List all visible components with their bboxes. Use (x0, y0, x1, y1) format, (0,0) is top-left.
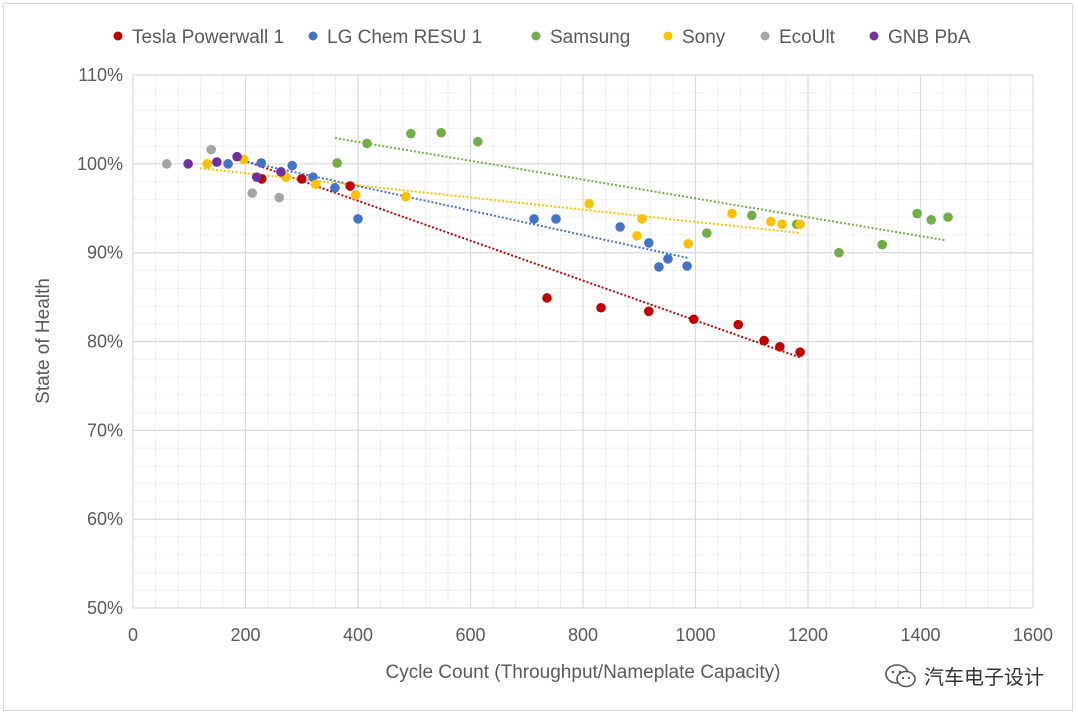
data-point (251, 172, 262, 182)
data-point (943, 212, 953, 222)
data-point (311, 179, 321, 190)
data-point (183, 159, 193, 169)
data-point (682, 261, 692, 271)
data-point (436, 127, 447, 138)
data-point (206, 144, 216, 155)
grid (132, 74, 1034, 609)
data-point (632, 230, 642, 241)
x-tick-label: 800 (568, 625, 598, 645)
axes: 0 200 400 600 800 1000 1200 1400 1600 50% 60% 70% 80… (77, 65, 1053, 645)
data-point (644, 306, 654, 317)
data-point (473, 136, 483, 147)
trendline (239, 159, 689, 259)
data-point (551, 214, 561, 224)
data-point (287, 160, 297, 171)
x-tick-label: 1000 (675, 625, 715, 645)
data-point (332, 158, 342, 168)
trendlines (199, 137, 946, 359)
x-tick-label: 600 (455, 625, 485, 645)
data-point (353, 214, 363, 224)
data-point (795, 219, 805, 230)
trendline (334, 137, 946, 242)
data-point (683, 238, 693, 249)
legend-marker (869, 31, 879, 41)
legend-label: Tesla Powerwall 1 (132, 27, 284, 48)
data-point (926, 214, 936, 225)
data-point (746, 210, 757, 221)
legend-label: Samsung (550, 27, 630, 48)
data-point (689, 314, 699, 325)
x-tick-label: 200 (230, 625, 260, 645)
watermark-text: 汽车电子设计 (924, 665, 1044, 689)
data-point (877, 239, 888, 250)
legend-label: EcoUlt (779, 27, 836, 48)
legend-label: Sony (682, 27, 726, 48)
data-point (350, 190, 361, 200)
data-point (834, 247, 844, 258)
data-point (584, 199, 594, 209)
data-point (406, 128, 416, 139)
legend-marker (308, 31, 318, 41)
data-point (596, 302, 606, 313)
data-point (775, 342, 785, 352)
data-point (345, 181, 355, 191)
data-point (701, 228, 712, 238)
data-points (161, 127, 953, 357)
data-point (663, 254, 673, 264)
data-point (542, 293, 552, 303)
data-point (212, 157, 222, 167)
trendline (235, 156, 801, 359)
data-point (615, 222, 625, 232)
watermark: 汽车电子设计 (884, 661, 1044, 690)
legend: Tesla Powerwall 1 LG Chem RESU 1 Samsung So… (113, 27, 971, 48)
data-point (529, 214, 539, 224)
y-axis-label: State of Health (33, 278, 54, 404)
legend-label: GNB PbA (888, 27, 971, 48)
data-point (766, 216, 776, 227)
data-point (362, 138, 372, 149)
data-point (401, 191, 411, 202)
data-point (330, 183, 340, 193)
data-point (733, 319, 744, 330)
chart-frame (3, 3, 1073, 711)
x-tick-label: 400 (343, 625, 373, 645)
x-tick-label: 1200 (788, 625, 828, 645)
data-point (644, 238, 654, 248)
y-tick-label: 70% (87, 420, 123, 440)
data-point (161, 159, 172, 169)
y-tick-label: 100% (77, 154, 123, 174)
data-point (795, 347, 805, 357)
data-point (777, 219, 787, 230)
data-point (654, 262, 664, 272)
legend-marker (531, 31, 541, 41)
legend-marker (663, 31, 673, 41)
data-point (247, 188, 258, 198)
x-tick-label: 0 (128, 625, 138, 645)
data-point (223, 159, 233, 169)
x-tick-label: 1600 (1013, 625, 1053, 645)
data-point (232, 151, 242, 162)
legend-marker (760, 31, 770, 41)
wechat-icon (885, 663, 916, 687)
legend-label: LG Chem RESU 1 (327, 27, 482, 48)
data-point (912, 208, 922, 219)
data-point (202, 159, 213, 169)
legend-marker (113, 31, 123, 41)
y-tick-label: 80% (87, 332, 123, 352)
data-point (727, 208, 737, 219)
data-point (637, 214, 647, 224)
data-point (276, 167, 286, 177)
y-tick-label: 60% (87, 509, 123, 529)
data-point (274, 192, 285, 203)
y-tick-label: 90% (87, 243, 123, 263)
x-axis-label: Cycle Count (Throughput/Nameplate Capaci… (386, 662, 781, 683)
y-tick-label: 50% (87, 598, 123, 618)
y-tick-label: 110% (78, 65, 123, 85)
data-point (256, 158, 267, 168)
x-tick-label: 1400 (900, 625, 940, 645)
data-point (759, 335, 769, 346)
data-point (296, 174, 307, 184)
